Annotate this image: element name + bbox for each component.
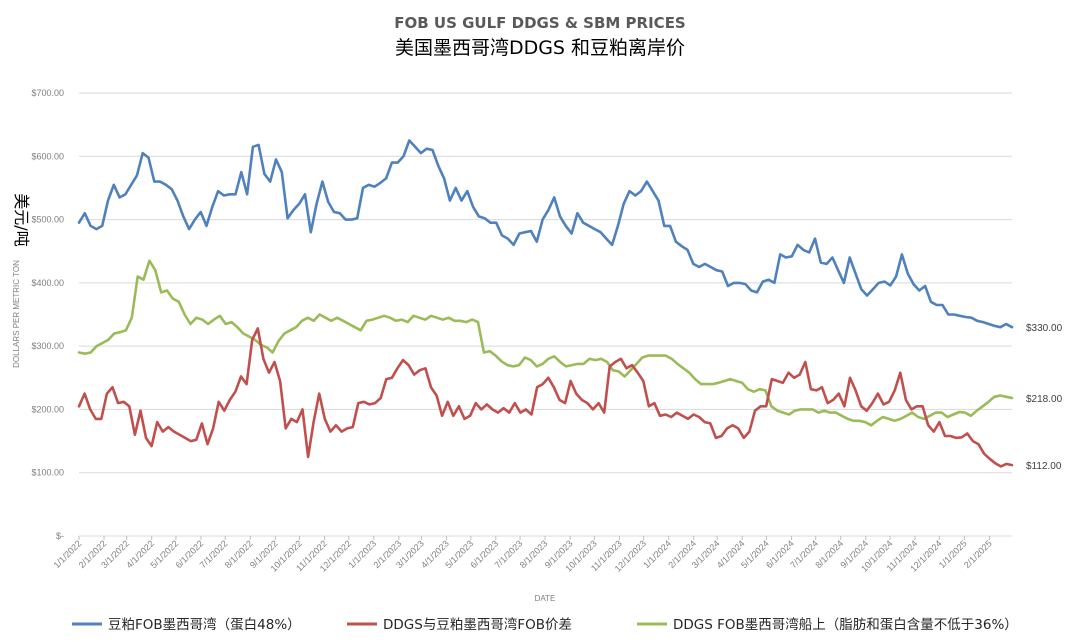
end-value-label-1: $330.00 [1026,323,1063,334]
y-tick-label: $200.00 [31,404,64,414]
legend-label-1: 豆粕FOB墨西哥湾（蛋白48%） [108,616,301,633]
series-lines [77,139,1014,468]
legend-label-3: DDGS FOB墨西哥湾船上（脂肪和蛋白含量不低于36%） [673,616,1018,633]
y-axis-ticks: $- $100.00 $200.00 $300.00 $400.00 $500.00 $60… [31,88,64,541]
gridlines [79,92,1012,537]
y-tick-label: $- [56,531,64,541]
y-tick-label: $600.00 [31,151,64,161]
end-value-label-2: $112.00 [1026,461,1062,472]
legend: 豆粕FOB墨西哥湾（蛋白48%） DDGS与豆粕墨西哥湾FOB价差 DDGS FOB… [72,616,1018,633]
end-value-label-3: $218.00 [1026,394,1063,405]
series-line-2 [77,327,1014,468]
y-tick-label: $100.00 [31,468,64,478]
chart-title: FOB US GULF DDGS & SBM PRICES [394,14,686,32]
y-axis-title-cn: 美元/吨 [12,193,31,246]
series-line-1 [77,139,1014,329]
x-tick-label: 2/1/2025 [962,538,994,570]
legend-label-2: DDGS与豆粕墨西哥湾FOB价差 [383,616,572,633]
x-axis-ticks: 1/1/20222/1/20223/1/20224/1/20225/1/2022… [52,536,994,574]
x-axis-title: DATE [535,594,556,603]
chart-subtitle: 美国墨西哥湾DDGS 和豆粕离岸价 [395,37,685,59]
end-labels: $218.00 $112.00 $330.00 [1026,323,1063,472]
y-tick-label: $300.00 [31,341,64,351]
y-tick-label: $400.00 [31,278,64,288]
series-line-3 [77,259,1014,427]
y-tick-label: $500.00 [31,215,64,225]
y-tick-label: $700.00 [31,88,64,98]
y-axis-title: DOLLARS PER METRIC TON [12,260,21,368]
